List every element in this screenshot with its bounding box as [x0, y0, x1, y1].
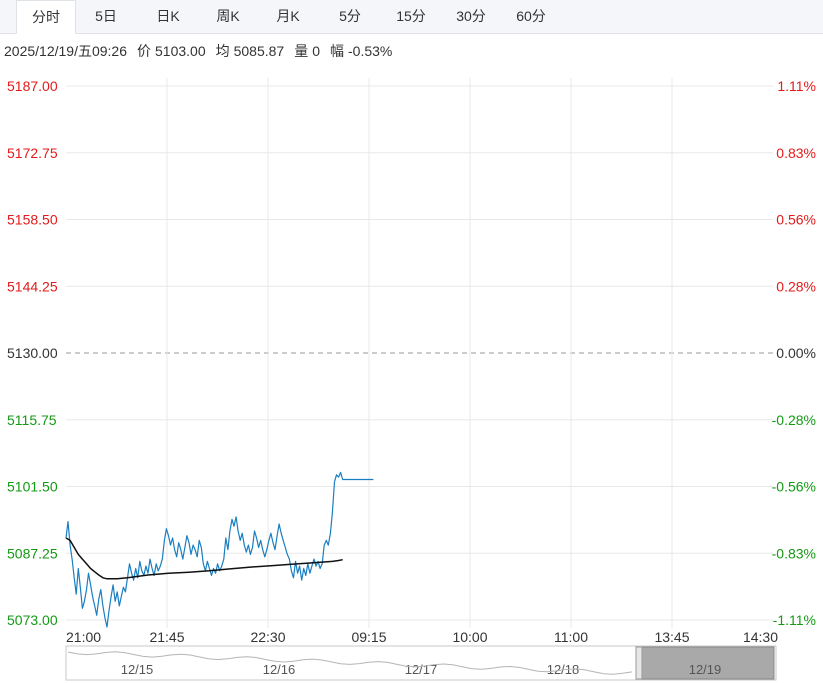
price-tick-label: 5101.50	[7, 479, 58, 495]
time-tick-label: 21:00	[66, 629, 101, 645]
price-tick-label: 5158.50	[7, 212, 58, 228]
percent-tick-label: -0.83%	[772, 545, 816, 561]
navigator-date-label: 12/19	[689, 662, 722, 677]
price-tick-label: 5187.00	[7, 78, 58, 94]
price-axis-labels: 5187.00 5172.75 5158.50 5144.25 5130.00 5115.…	[7, 78, 58, 628]
time-tick-label: 13:45	[654, 629, 689, 645]
price-tick-label: 5087.25	[7, 545, 58, 561]
percent-tick-label: -0.56%	[772, 479, 816, 495]
tab-weekly-k[interactable]: 周K	[216, 8, 240, 24]
time-tick-label: 09:15	[351, 629, 386, 645]
avg-label: 均	[215, 43, 230, 59]
navigator-date-label: 12/15	[121, 662, 154, 677]
date-navigator: 12/15 12/16 12/17 12/18 12/19	[65, 645, 777, 681]
change-label: 幅	[330, 43, 345, 59]
chart-grid	[66, 78, 773, 628]
tab-5min[interactable]: 5分	[339, 8, 361, 24]
price-tick-label: 5073.00	[7, 612, 58, 628]
chart-series	[65, 471, 374, 628]
percent-tick-label: 0.00%	[776, 345, 816, 361]
time-tick-label: 11:00	[554, 629, 588, 645]
navigator-date-label: 12/16	[263, 662, 296, 677]
price-tick-label: 5144.25	[7, 278, 58, 294]
price-value: 5103.00	[155, 43, 206, 59]
time-tick-label: 14:30	[743, 629, 778, 645]
navigator-date-label: 12/17	[405, 662, 438, 677]
tab-daily-k[interactable]: 日K	[156, 8, 180, 24]
price-tick-label: 5130.00	[7, 345, 58, 361]
percent-tick-label: 1.11%	[777, 78, 816, 94]
percent-tick-label: -0.28%	[772, 412, 816, 428]
tab-monthly-k[interactable]: 月K	[276, 8, 300, 24]
volume-label: 量	[294, 43, 309, 59]
time-tick-label: 22:30	[250, 629, 285, 645]
percent-tick-label: 0.28%	[776, 278, 816, 294]
navigator-handle	[635, 646, 643, 680]
time-tick-label: 10:00	[452, 629, 487, 645]
navigator-selection	[641, 646, 775, 680]
time-axis-labels: 21:00 21:45 22:30 09:15 10:00 11:00 13:45 14:30	[66, 629, 778, 645]
percent-tick-label: 0.83%	[776, 145, 816, 161]
price-tick-label: 5115.75	[7, 412, 57, 428]
change-value: -0.53%	[348, 43, 393, 59]
period-tabs: 分时 5日 日K 周K 月K 5分 15分 30分 60分	[0, 0, 823, 34]
tab-15min[interactable]: 15分	[396, 8, 426, 24]
quote-datetime: 2025/12/19/五09:26	[4, 43, 127, 59]
volume-value: 0	[312, 43, 321, 59]
avg-value: 5085.87	[233, 43, 285, 59]
tab-60min[interactable]: 60分	[516, 8, 546, 24]
tab-intraday[interactable]: 分时	[16, 0, 76, 34]
time-tick-label: 21:45	[149, 629, 184, 645]
average-line	[65, 537, 343, 580]
quote-info-bar: 2025/12/19/五09:26 价 5103.00 均 5085.87 量 0 幅 -0.5…	[4, 41, 400, 61]
percent-tick-label: 0.56%	[776, 212, 816, 228]
tab-30min[interactable]: 30分	[456, 8, 486, 24]
price-label: 价	[137, 43, 151, 59]
tab-5day[interactable]: 5日	[95, 8, 117, 24]
price-line	[65, 471, 374, 628]
percent-tick-label: -1.11%	[773, 612, 816, 628]
navigator-trend-line	[67, 651, 633, 675]
percent-axis-labels: 1.11% 0.83% 0.56% 0.28% 0.00% -0.28% -0.56% -0.…	[772, 78, 816, 628]
price-tick-label: 5172.75	[7, 145, 58, 161]
